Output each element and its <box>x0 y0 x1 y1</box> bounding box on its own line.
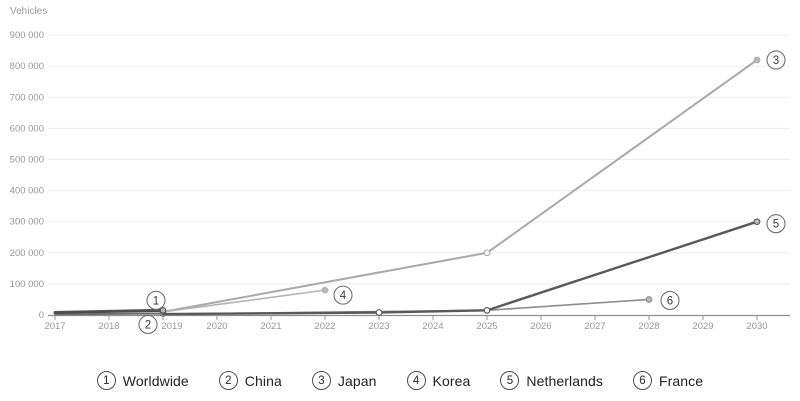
x-axis-tick-label: 2024 <box>422 321 443 332</box>
chart-legend: 1 Worldwide 2 China 3 Japan 4 Korea 5 Ne… <box>0 371 800 390</box>
series-number-circle-1 <box>146 290 166 310</box>
series-number-circle-2 <box>138 314 158 334</box>
data-point-marker <box>753 56 761 64</box>
circled-number-4-icon: 4 <box>406 371 426 390</box>
y-axis-tick-label: 900 000 <box>10 30 44 41</box>
x-axis-tick-label: 2020 <box>206 321 227 332</box>
x-axis-tick-label: 2017 <box>44 321 65 332</box>
series-number-circle-3 <box>766 50 786 70</box>
data-point-marker <box>483 249 491 257</box>
series-number-label-3: 3 <box>773 55 779 67</box>
y-axis-tick-label: 100 000 <box>10 279 44 290</box>
legend-item-china: 2 China <box>218 371 282 390</box>
x-axis-tick-label: 2018 <box>98 321 119 332</box>
circled-number-5-icon: 5 <box>500 371 520 390</box>
y-axis-title: Vehicles <box>10 6 47 17</box>
x-axis-tick-label: 2022 <box>314 321 335 332</box>
series-number-label-4: 4 <box>340 290 347 302</box>
series-number-label-6: 6 <box>667 295 673 307</box>
circled-number-3-icon: 3 <box>311 371 331 390</box>
x-axis-tick-label: 2027 <box>584 321 605 332</box>
series-line-netherlands <box>161 220 759 316</box>
data-point-marker <box>483 306 491 314</box>
x-axis-tick-label: 2028 <box>638 321 659 332</box>
legend-item-netherlands: 5 Netherlands <box>500 371 603 390</box>
x-axis-tick-label: 2021 <box>260 321 281 332</box>
series-number-circle-5 <box>766 214 786 234</box>
legend-item-japan: 3 Japan <box>311 371 377 390</box>
legend-item-korea: 4 Korea <box>406 371 471 390</box>
series-number-circle-6 <box>660 290 680 311</box>
legend-label-france: France <box>659 372 704 389</box>
x-axis-tick-label: 2023 <box>368 321 389 332</box>
series-line-korea <box>162 289 326 313</box>
legend-item-worldwide: 1 Worldwide <box>96 371 189 390</box>
data-point-marker <box>645 296 653 303</box>
series-line-worldwide <box>53 308 165 315</box>
series-number-circle-4 <box>333 285 353 305</box>
legend-label-korea: Korea <box>432 372 471 389</box>
legend-label-china: China <box>244 372 282 389</box>
y-axis-tick-label: 700 000 <box>10 92 44 103</box>
y-axis-tick-label: 600 000 <box>10 123 44 134</box>
x-axis-tick-label: 2029 <box>692 321 713 332</box>
series-number-label-1: 1 <box>153 295 159 307</box>
y-axis-tick-label: 800 000 <box>10 61 44 72</box>
data-point-marker <box>753 218 761 226</box>
y-axis-tick-label: 400 000 <box>10 186 44 197</box>
circled-number-6-icon: 6 <box>633 371 652 390</box>
circled-number-2-icon: 2 <box>218 371 238 390</box>
y-axis-tick-label: 0 <box>39 310 44 321</box>
x-axis-tick-label: 2026 <box>530 321 551 332</box>
data-point-marker <box>321 286 329 294</box>
x-axis-tick-label: 2030 <box>746 321 767 332</box>
series-number-label-5: 5 <box>773 219 779 231</box>
x-axis-tick-label: 2019 <box>161 321 182 332</box>
y-axis-tick-label: 300 000 <box>10 217 44 228</box>
legend-label-japan: Japan <box>337 372 377 389</box>
vehicles-line-chart: 0 100 000 200 000 300 000 400 000 500 000 600 … <box>10 6 790 334</box>
circled-number-1-icon: 1 <box>96 371 116 390</box>
series-number-label-2: 2 <box>145 319 151 331</box>
y-axis-tick-label: 200 000 <box>10 248 44 259</box>
legend-label-worldwide: Worldwide <box>122 372 189 389</box>
data-point-marker <box>375 309 383 316</box>
series-line-china <box>54 312 164 316</box>
x-axis-tick-label: 2025 <box>476 321 497 332</box>
legend-label-netherlands: Netherlands <box>526 372 603 389</box>
y-axis-tick-label: 500 000 <box>10 155 44 166</box>
legend-item-france: 6 France <box>633 371 703 390</box>
